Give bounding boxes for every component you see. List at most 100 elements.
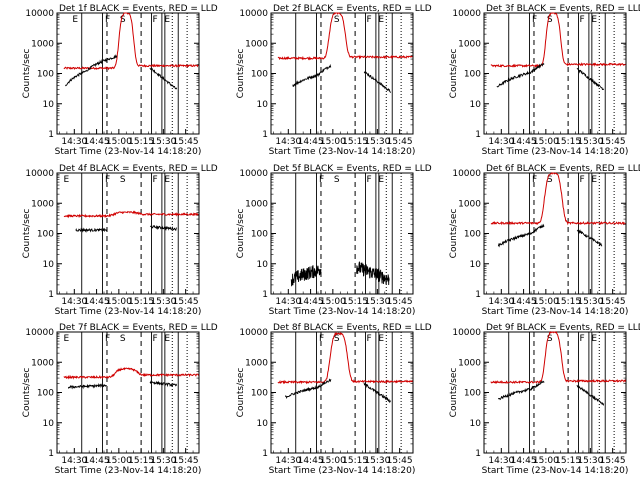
flag-label: E [164,175,170,185]
x-axis-label: Start Time (23-Nov-14 14:18:20) [269,147,416,157]
x-tick-label: 15:45 [600,297,626,307]
y-tick-label: 1000 [31,39,54,49]
x-tick-label: 15:45 [387,456,413,466]
x-tick-label: 15:00 [533,456,559,466]
y-axis-label: Counts/sec [22,368,32,418]
lld-series-line [63,210,199,219]
events-series-line [284,378,332,400]
x-tick-label: 15:00 [106,456,132,466]
flag-label: F [532,175,537,185]
flag-label: S [120,334,126,344]
events-series-line [149,380,178,388]
panel-title: Det 3f BLACK = Events, RED = LLD [486,4,640,14]
y-tick-label: 1000 [458,39,481,49]
x-tick-label: 15:15 [555,137,581,147]
flag-label: E [63,175,69,185]
lld-series-line [490,330,626,385]
x-tick-label: 15:15 [342,456,368,466]
y-tick-label: 100 [251,389,268,399]
flag-label: F [105,334,110,344]
events-series-line [576,229,603,247]
x-tick-label: 14:30 [61,456,87,466]
x-tick-label: 15:30 [364,297,390,307]
events-series-line [67,382,107,390]
x-tick-label: 14:30 [488,137,514,147]
y-tick-label: 1 [475,449,481,459]
x-tick-label: 15:30 [150,297,176,307]
x-tick-label: 15:15 [342,297,368,307]
x-tick-label: 15:00 [106,137,132,147]
y-tick-label: 100 [464,389,481,399]
y-tick-label: 100 [37,230,54,240]
flag-label: F [105,175,110,185]
flag-label: S [547,15,553,25]
y-tick-label: 1000 [458,199,481,209]
chart-panel-6: Det 6f BLACK = Events, RED = LLD 1 10 100 10… [449,164,640,317]
y-axis-label: Counts/sec [22,209,32,259]
x-tick-label: 15:30 [364,137,390,147]
x-axis-label: Start Time (23-Nov-14 14:18:20) [55,307,202,317]
y-tick-label: 10000 [25,9,54,19]
y-tick-label: 100 [37,389,54,399]
x-tick-label: 15:00 [533,137,559,147]
events-series-line [75,227,108,233]
panel-title: Det 1f BLACK = Events, RED = LLD [59,4,218,14]
events-series-line [65,54,118,87]
y-tick-label: 10 [470,100,482,110]
y-tick-label: 100 [251,70,268,80]
x-tick-label: 14:30 [275,456,301,466]
events-series-line [496,62,545,88]
panel-title: Det 4f BLACK = Events, RED = LLD [59,164,218,174]
chart-panel-4: Det 4f BLACK = Events, RED = LLD 1 10 100 10… [22,164,218,317]
y-axis-label: Counts/sec [22,49,32,99]
x-axis-label: Start Time (23-Nov-14 14:18:20) [482,307,629,317]
flag-label: S [334,334,340,344]
x-tick-label: 14:45 [511,137,537,147]
flag-label: E [591,15,597,25]
y-tick-label: 1000 [245,358,268,368]
y-tick-label: 1 [48,449,54,459]
chart-panel-7: Det 7f BLACK = Events, RED = LLD 1 10 100 10… [22,323,218,476]
plot-frame [270,331,414,454]
flag-label: F [367,15,372,25]
flag-label: E [591,175,597,185]
x-tick-label: 15:30 [364,456,390,466]
x-tick-label: 15:30 [577,137,603,147]
x-axis-label: Start Time (23-Nov-14 14:18:20) [482,466,629,476]
x-tick-label: 15:45 [173,456,199,466]
y-tick-label: 1 [262,290,268,300]
lld-series-line [490,172,626,226]
flag-label: E [378,334,384,344]
flag-label: E [164,334,170,344]
x-tick-label: 15:00 [533,297,559,307]
flag-label: F [105,15,110,25]
chart-panel-2: Det 2f BLACK = Events, RED = LLD 1 10 100 10… [236,4,432,157]
y-tick-label: 10 [470,419,482,429]
y-axis-label: Counts/sec [236,368,246,418]
y-axis-label: Counts/sec [449,49,459,99]
x-axis-label: Start Time (23-Nov-14 14:18:20) [55,466,202,476]
plot-frame [56,331,200,454]
y-tick-label: 10000 [239,328,268,338]
y-tick-label: 10 [43,100,55,110]
x-tick-label: 15:15 [128,297,154,307]
events-series-line [363,70,392,93]
x-tick-label: 14:45 [84,456,110,466]
flag-label: S [120,175,126,185]
y-tick-label: 1 [48,130,54,140]
x-tick-label: 15:00 [320,456,346,466]
x-tick-label: 14:45 [298,137,324,147]
events-series-line [356,261,390,286]
y-tick-label: 1 [48,290,54,300]
flag-label: S [547,334,553,344]
x-axis-label: Start Time (23-Nov-14 14:18:20) [482,147,629,157]
plot-frame [483,12,627,135]
events-series-line [497,380,545,401]
y-tick-label: 1 [475,290,481,300]
y-tick-label: 100 [464,230,481,240]
y-tick-label: 10000 [452,9,481,19]
events-series-line [576,384,605,406]
x-tick-label: 14:30 [61,297,87,307]
y-tick-label: 1000 [31,358,54,368]
